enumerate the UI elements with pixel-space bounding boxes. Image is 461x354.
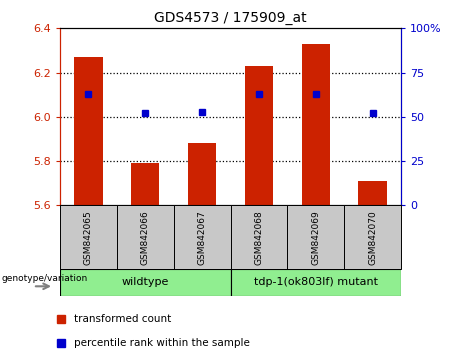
Bar	[230, 269, 401, 296]
Bar	[358, 181, 387, 205]
Text: genotype/variation: genotype/variation	[2, 274, 88, 283]
Bar	[131, 163, 160, 205]
Bar	[245, 66, 273, 205]
Bar	[174, 205, 230, 269]
Bar	[74, 57, 102, 205]
Bar	[301, 44, 330, 205]
Text: tdp-1(ok803lf) mutant: tdp-1(ok803lf) mutant	[254, 277, 378, 287]
Text: transformed count: transformed count	[74, 314, 171, 324]
Bar	[344, 205, 401, 269]
Bar	[117, 205, 174, 269]
Text: GSM842065: GSM842065	[84, 210, 93, 264]
Text: GSM842066: GSM842066	[141, 210, 150, 264]
Text: GSM842068: GSM842068	[254, 210, 263, 264]
Text: wildtype: wildtype	[122, 277, 169, 287]
Text: percentile rank within the sample: percentile rank within the sample	[74, 338, 250, 348]
Bar	[60, 205, 117, 269]
Bar	[60, 269, 230, 296]
Bar	[188, 143, 216, 205]
Title: GDS4573 / 175909_at: GDS4573 / 175909_at	[154, 11, 307, 24]
Text: GSM842070: GSM842070	[368, 210, 377, 264]
Text: GSM842067: GSM842067	[198, 210, 207, 264]
Text: GSM842069: GSM842069	[311, 210, 320, 264]
Bar	[287, 205, 344, 269]
Bar	[230, 205, 287, 269]
